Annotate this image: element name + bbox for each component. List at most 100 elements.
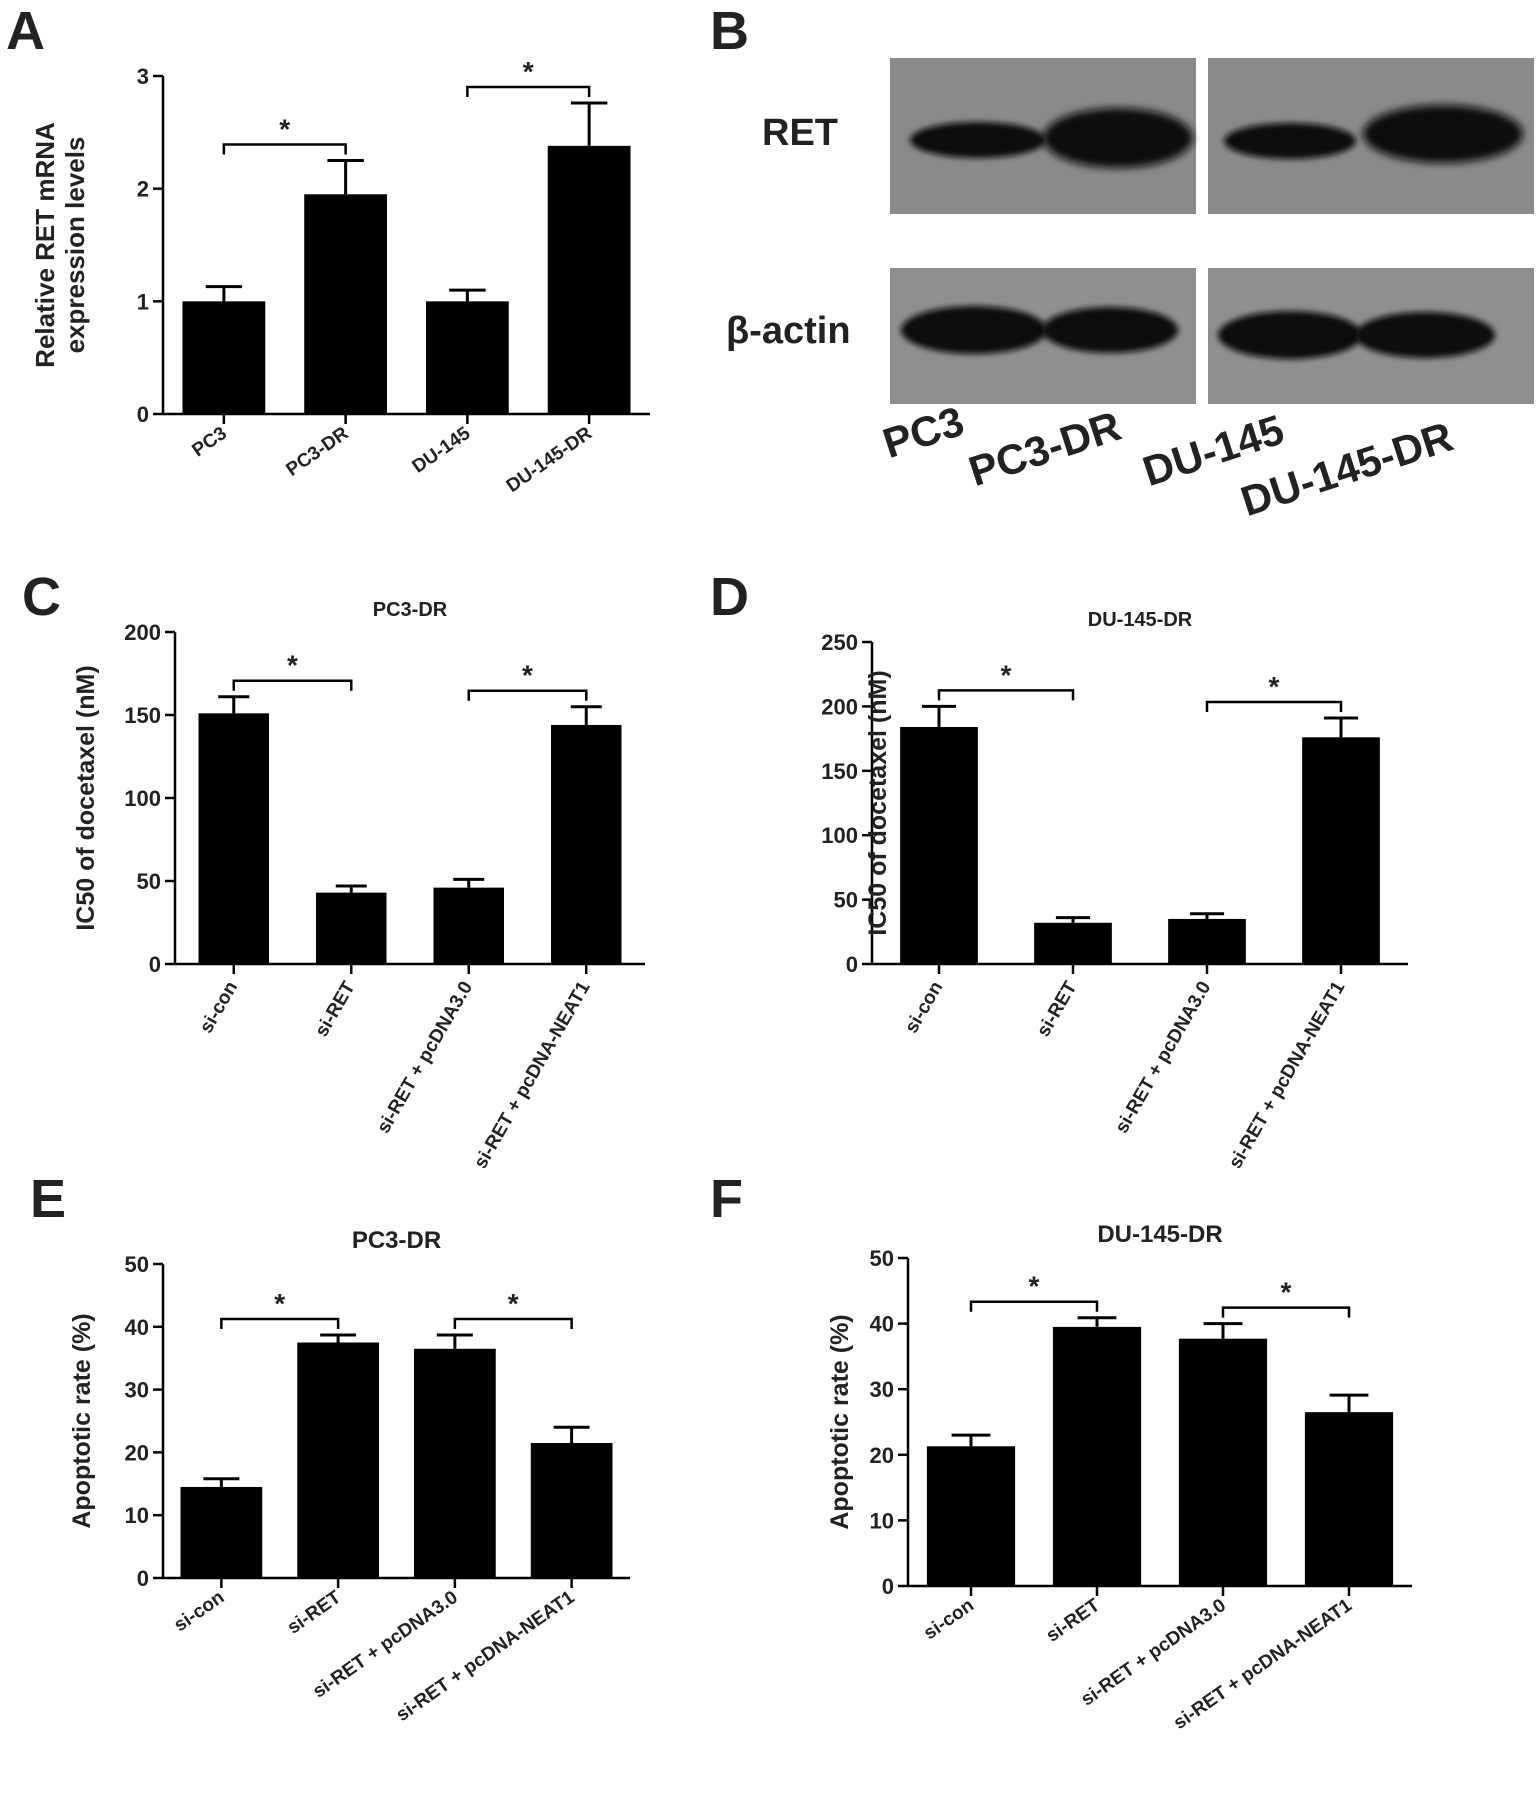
- y-tick-label-d: 200: [821, 694, 858, 719]
- category-label-f-2: si-RET: [1043, 1595, 1105, 1647]
- y-tick-label-d: 50: [834, 888, 858, 913]
- category-label-a-4: DU-145-DR: [503, 423, 597, 497]
- bar-e-1: [180, 1486, 263, 1578]
- y-tick-label-e: 10: [125, 1503, 149, 1528]
- category-label-f-1: si-con: [920, 1595, 978, 1644]
- category-label-d-4: si-RET + pcDNA-NEAT1: [1225, 978, 1350, 1173]
- actin-band-pc3: [901, 306, 1047, 354]
- category-label-a-1: PC3: [188, 423, 230, 461]
- y-tick-label-f: 20: [870, 1443, 894, 1468]
- panel-letter-a: A: [6, 1, 45, 61]
- chart-title-e: PC3-DR: [352, 1227, 441, 1254]
- bar-d-1: [900, 727, 978, 964]
- y-tick-label-d: 0: [846, 952, 858, 977]
- y-tick-label-a: 2: [137, 177, 149, 202]
- bar-d-4: [1302, 737, 1380, 964]
- category-label-d-1: si-con: [901, 978, 947, 1037]
- category-label-d-2: si-RET: [1033, 978, 1081, 1041]
- y-axis-label-a-line-2: expression levels: [60, 137, 90, 354]
- category-label-a-2: PC3-DR: [283, 423, 353, 481]
- y-tick-label-a: 3: [137, 64, 149, 89]
- bar-f-1: [926, 1446, 1016, 1586]
- significance-star-e-2: *: [508, 1288, 519, 1319]
- chart-title-d: DU-145-DR: [1088, 609, 1193, 631]
- actin-band-du145-dr: [1355, 312, 1495, 358]
- category-label-c-2: si-RET: [311, 978, 359, 1041]
- bar-d-2: [1034, 922, 1112, 964]
- significance-bracket-d-1: [937, 689, 1075, 701]
- significance-bracket-d-2: [1205, 700, 1343, 712]
- significance-bracket-f-2: [1221, 1306, 1351, 1318]
- bar-a-1: [182, 301, 266, 414]
- significance-star-a-1: *: [279, 114, 290, 145]
- panel-letter-d: D: [710, 567, 749, 627]
- y-tick-label-f: 0: [882, 1574, 894, 1599]
- actin-band-pc3-dr: [1042, 307, 1178, 353]
- bar-c-4: [551, 724, 622, 964]
- significance-bracket-e-2: [453, 1317, 573, 1329]
- y-tick-label-d: 150: [821, 759, 858, 784]
- chart-title-c: PC3-DR: [373, 599, 448, 621]
- y-tick-label-f: 40: [870, 1312, 894, 1337]
- bar-e-2: [297, 1342, 379, 1578]
- bar-a-3: [425, 301, 509, 414]
- western-blot-panel: [890, 58, 1534, 404]
- ret-band-pc3-dr: [1043, 108, 1193, 168]
- panel-letter-e: E: [30, 1169, 67, 1229]
- y-tick-label-e: 40: [125, 1315, 149, 1340]
- bar-a-2: [304, 194, 388, 414]
- ret-band-du145-dr: [1363, 105, 1523, 163]
- panel-letter-b: B: [710, 1, 749, 61]
- significance-star-f-1: *: [1029, 1271, 1040, 1302]
- y-tick-label-e: 50: [125, 1252, 149, 1277]
- y-tick-label-a: 1: [137, 289, 149, 314]
- bar-f-4: [1304, 1412, 1394, 1586]
- bar-c-2: [316, 892, 387, 964]
- y-tick-label-c: 100: [124, 786, 161, 811]
- y-tick-label-c: 200: [124, 620, 161, 645]
- chart-d: 0 50 100 150 200 250 si-con si-RET si-RET + pcDN…: [821, 609, 1408, 1172]
- category-label-a-3: DU-145: [409, 423, 475, 478]
- blot-label-ret: RET: [762, 112, 838, 154]
- y-tick-label-a: 0: [137, 402, 149, 427]
- category-label-d-3: si-RET + pcDNA3.0: [1111, 978, 1215, 1137]
- significance-bracket-a-2: [466, 85, 591, 98]
- y-tick-label-d: 250: [821, 630, 858, 655]
- y-tick-label-e: 20: [125, 1440, 149, 1465]
- significance-star-c-2: *: [522, 660, 533, 691]
- chart-a: 0 1 2 3 PC3 PC3-DR DU-145 DU-145-DR * * Relative R…: [30, 56, 650, 497]
- bar-c-1: [198, 713, 269, 964]
- y-tick-label-e: 0: [137, 1566, 149, 1591]
- y-tick-label-e: 30: [125, 1378, 149, 1403]
- y-axis-label-d: IC50 of docetaxel (nM): [864, 670, 892, 935]
- category-label-c-1: si-con: [196, 978, 242, 1037]
- chart-c: 0 50 100 150 200 si-con si-RET si-RET + pcDNA3.…: [72, 599, 645, 1172]
- bar-f-3: [1178, 1338, 1268, 1586]
- y-axis-label-e: Apoptotic rate (%): [68, 1313, 96, 1528]
- actin-band-du145: [1218, 311, 1362, 359]
- significance-star-d-1: *: [1001, 659, 1012, 690]
- significance-star-e-1: *: [274, 1288, 285, 1319]
- category-label-c-3: si-RET + pcDNA3.0: [373, 978, 477, 1137]
- y-tick-label-c: 0: [149, 952, 161, 977]
- y-axis-label-a-line-1: Relative RET mRNA: [30, 122, 60, 368]
- category-label-c-4: si-RET + pcDNA-NEAT1: [470, 978, 595, 1173]
- y-tick-label-f: 50: [870, 1246, 894, 1271]
- y-axis-label-f: Apoptotic rate (%): [826, 1314, 854, 1529]
- significance-bracket-a-1: [222, 143, 347, 155]
- significance-bracket-c-1: [232, 679, 353, 691]
- chart-title-f: DU-145-DR: [1097, 1221, 1222, 1248]
- significance-star-a-2: *: [523, 56, 534, 87]
- y-axis-label-c: IC50 of docetaxel (nM): [72, 665, 100, 930]
- category-label-e-2: si-RET: [284, 1587, 346, 1639]
- significance-star-c-1: *: [287, 650, 298, 681]
- significance-star-f-2: *: [1281, 1277, 1292, 1308]
- y-tick-label-d: 100: [821, 823, 858, 848]
- significance-bracket-e-1: [220, 1317, 340, 1329]
- bar-e-4: [530, 1442, 613, 1578]
- bar-d-3: [1168, 918, 1246, 964]
- significance-bracket-f-1: [969, 1300, 1099, 1312]
